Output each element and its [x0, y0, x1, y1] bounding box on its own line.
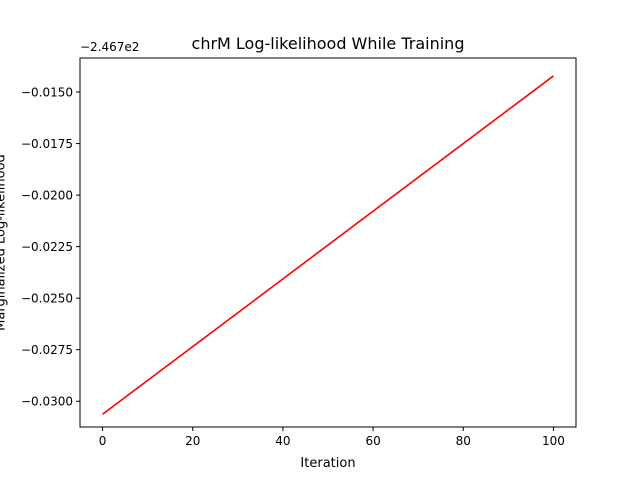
y-tick-label: −0.0300	[21, 395, 73, 409]
x-tick-label: 40	[275, 434, 290, 448]
y-tick-label: −0.0200	[21, 189, 73, 203]
x-tick-label: 80	[456, 434, 471, 448]
y-tick-label: −0.0150	[21, 86, 73, 100]
series-line-0	[102, 75, 554, 415]
x-axis: 0 20 40 60 80 100	[99, 427, 565, 448]
y-axis-offset-label: −2.467e2	[80, 40, 139, 54]
chart-title: chrM Log-likelihood While Training	[192, 34, 465, 53]
x-tick-label: 20	[185, 434, 200, 448]
x-tick-label: 60	[365, 434, 380, 448]
axes-frame	[79, 57, 577, 428]
y-tick-label: −0.0275	[21, 343, 73, 357]
x-axis-label: Iteration	[300, 456, 355, 471]
y-tick-label: −0.0225	[21, 240, 73, 254]
y-axis: −0.0300 −0.0275 −0.0250 −0.0225 −0.0200 −0.01…	[21, 86, 80, 409]
y-axis-label: Marginalized Log-likelihood	[0, 154, 9, 331]
plot-area	[102, 75, 554, 415]
x-tick-label: 100	[542, 434, 565, 448]
y-tick-label: −0.0175	[21, 137, 73, 151]
y-tick-label: −0.0250	[21, 292, 73, 306]
x-tick-label: 0	[99, 434, 107, 448]
